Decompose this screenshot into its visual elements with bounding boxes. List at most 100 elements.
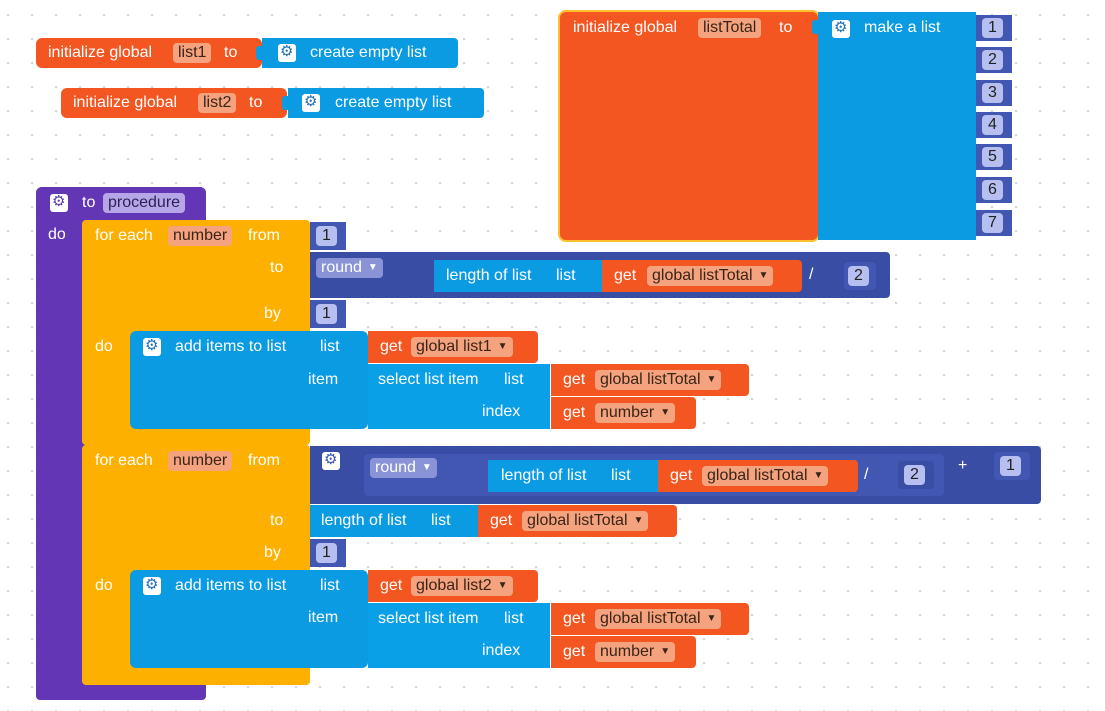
get-block[interactable]: get global list1 ▼ — [368, 331, 538, 363]
init-global-list1-block[interactable]: initialize global list1 to — [36, 38, 262, 68]
number-block[interactable]: 1 — [310, 222, 346, 250]
list-label: list — [431, 512, 451, 529]
get-label: get — [614, 267, 637, 284]
gear-icon[interactable] — [143, 336, 161, 356]
init-to-label: to — [224, 44, 238, 61]
init-prefix-label: initialize global — [573, 19, 678, 36]
by-label: by — [264, 544, 281, 561]
number-field[interactable]: 1 — [316, 226, 337, 246]
select-list-item-block-1[interactable]: select list item list index — [368, 364, 550, 429]
to-label: to — [270, 259, 284, 276]
gear-icon[interactable] — [278, 42, 296, 62]
length-of-list-block[interactable]: length of list list — [310, 505, 478, 537]
get-label: get — [563, 404, 586, 421]
length-of-list-block[interactable]: length of list list — [434, 260, 602, 292]
global-name-field-list2[interactable]: list2 — [198, 93, 237, 113]
number-field[interactable]: 1 — [1000, 456, 1021, 476]
list-label: list — [611, 467, 631, 484]
get-label: get — [563, 610, 586, 627]
round-dropdown[interactable]: round ▼ — [370, 458, 437, 478]
init-prefix-label: initialize global — [73, 94, 178, 111]
gear-icon[interactable] — [322, 450, 340, 470]
round-block[interactable]: round ▼ — [364, 454, 466, 496]
get-block[interactable]: get number ▼ — [551, 636, 696, 668]
add-items-to-list-block-2[interactable]: add items to list list item — [130, 570, 368, 668]
connector-notch — [282, 96, 288, 110]
number-field[interactable]: 1 — [982, 18, 1003, 38]
number-field[interactable]: 2 — [982, 50, 1003, 70]
variable-dropdown[interactable]: global listTotal ▼ — [595, 370, 722, 390]
number-block[interactable]: 1 — [976, 15, 1012, 41]
number-block[interactable]: 1 — [310, 300, 346, 328]
create-empty-list-block-2[interactable]: create empty list — [288, 88, 484, 118]
number-block[interactable]: 5 — [976, 144, 1012, 170]
dropdown-arrow-icon: ▼ — [660, 407, 671, 418]
variable-dropdown[interactable]: global listTotal ▼ — [595, 609, 722, 629]
length-of-list-label: length of list — [446, 267, 532, 284]
dropdown-arrow-icon: ▼ — [497, 580, 508, 591]
number-block[interactable]: 3 — [976, 80, 1012, 106]
variable-dropdown[interactable]: number ▼ — [595, 642, 676, 662]
round-block[interactable]: round ▼ — [310, 252, 412, 298]
number-field[interactable]: 6 — [982, 180, 1003, 200]
list-label: list — [320, 338, 340, 355]
gear-icon[interactable] — [302, 92, 320, 112]
get-block[interactable]: get global listTotal ▼ — [602, 260, 802, 292]
create-empty-list-block-1[interactable]: create empty list — [262, 38, 458, 68]
number-block[interactable]: 6 — [976, 177, 1012, 203]
global-name-field-list1[interactable]: list1 — [173, 43, 212, 63]
get-block[interactable]: get number ▼ — [551, 397, 696, 429]
number-field[interactable]: 4 — [982, 115, 1003, 135]
procedure-do-label: do — [48, 226, 66, 243]
make-a-list-block[interactable]: make a list — [818, 12, 976, 240]
get-label: get — [490, 512, 513, 529]
add-items-to-list-block-1[interactable]: add items to list list item — [130, 331, 368, 429]
get-block[interactable]: get global list2 ▼ — [368, 570, 538, 602]
item-label: item — [308, 371, 339, 388]
get-block[interactable]: get global listTotal ▼ — [658, 460, 858, 492]
init-prefix-label: initialize global — [48, 44, 153, 61]
number-block[interactable]: 4 — [976, 112, 1012, 138]
global-name-field-listtotal[interactable]: listTotal — [698, 18, 762, 38]
variable-dropdown[interactable]: global listTotal ▼ — [522, 511, 649, 531]
gear-icon[interactable] — [143, 575, 161, 595]
connector-notch — [256, 46, 262, 60]
number-field[interactable]: 5 — [982, 147, 1003, 167]
dropdown-arrow-icon: ▼ — [813, 470, 824, 481]
get-label: get — [380, 338, 403, 355]
variable-dropdown[interactable]: global list2 ▼ — [411, 576, 513, 596]
init-global-list2-block[interactable]: initialize global list2 to — [61, 88, 287, 118]
variable-dropdown[interactable]: global listTotal ▼ — [702, 466, 829, 486]
variable-dropdown[interactable]: global list1 ▼ — [411, 337, 513, 357]
get-block[interactable]: get global listTotal ▼ — [478, 505, 677, 537]
loop-variable-field[interactable]: number — [168, 226, 233, 246]
gear-icon[interactable] — [50, 192, 68, 212]
init-global-listtotal-block[interactable]: initialize global listTotal to — [560, 12, 818, 240]
length-of-list-block[interactable]: length of list list — [488, 460, 658, 492]
select-list-item-block-2[interactable]: select list item list index — [368, 603, 550, 668]
get-block[interactable]: get global listTotal ▼ — [551, 603, 749, 635]
variable-dropdown[interactable]: global listTotal ▼ — [647, 266, 774, 286]
gear-icon[interactable] — [832, 18, 850, 38]
index-label: index — [482, 403, 521, 420]
length-of-list-label: length of list — [501, 467, 587, 484]
number-field[interactable]: 1 — [316, 543, 337, 563]
create-empty-list-label: create empty list — [335, 94, 452, 111]
number-field[interactable]: 7 — [982, 213, 1003, 233]
get-block[interactable]: get global listTotal ▼ — [551, 364, 749, 396]
select-list-item-label: select list item — [378, 610, 479, 627]
dropdown-arrow-icon: ▼ — [758, 270, 769, 281]
number-field[interactable]: 2 — [848, 266, 869, 286]
get-label: get — [380, 577, 403, 594]
dropdown-arrow-icon: ▼ — [706, 613, 717, 624]
round-dropdown[interactable]: round ▼ — [316, 258, 383, 278]
number-field[interactable]: 3 — [982, 83, 1003, 103]
procedure-name-field[interactable]: procedure — [103, 193, 186, 213]
number-block[interactable]: 1 — [310, 539, 346, 567]
number-block[interactable]: 7 — [976, 210, 1012, 236]
number-field[interactable]: 1 — [316, 304, 337, 324]
number-block[interactable]: 2 — [976, 47, 1012, 73]
number-field[interactable]: 2 — [904, 465, 925, 485]
variable-dropdown[interactable]: number ▼ — [595, 403, 676, 423]
loop-variable-field[interactable]: number — [168, 451, 233, 471]
